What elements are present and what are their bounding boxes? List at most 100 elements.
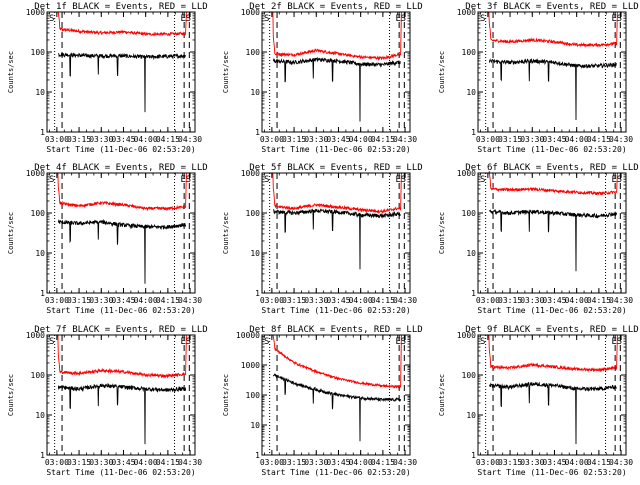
y-tick-label: 1	[471, 451, 476, 460]
x-tick-label: 04:15	[587, 135, 611, 144]
x-tick-label: 04:00	[565, 296, 589, 305]
end-marker: E	[611, 14, 616, 24]
x-tick-label: 03:15	[282, 296, 306, 305]
panel-title: Det 3f BLACK = Events, RED = LLD	[465, 2, 638, 12]
x-axis-label: Start Time (11-Dec-06 02:53:20)	[477, 468, 626, 477]
start-marker-2: S	[186, 337, 191, 347]
x-tick-label: 03:00	[476, 135, 500, 144]
panel-det-4: Det 4f BLACK = Events, RED = LLD Counts/s…	[7, 163, 208, 315]
x-tick-label: 03:45	[326, 135, 350, 144]
x-tick-label: 04:15	[156, 296, 180, 305]
panel-det-9: Det 9f BLACK = Events, RED = LLD Counts/s…	[438, 325, 639, 477]
x-tick-label: 04:30	[393, 458, 417, 467]
end-marker: E	[180, 14, 185, 24]
x-tick-label: 03:15	[67, 296, 91, 305]
y-axis-label: Counts/sec	[438, 212, 446, 254]
end-marker: E	[611, 175, 616, 185]
x-tick-label: 03:45	[111, 135, 135, 144]
lld-series-line	[57, 334, 187, 379]
x-axis-label: Start Time (11-Dec-06 02:53:20)	[261, 468, 410, 477]
start-marker: S	[49, 14, 54, 24]
y-tick-label: 100	[246, 209, 261, 218]
panel-title: Det 7f BLACK = Events, RED = LLD	[34, 325, 207, 335]
x-tick-label: 04:30	[393, 135, 417, 144]
y-tick-label: 1000	[26, 331, 45, 340]
start-marker: S	[264, 14, 269, 24]
y-tick-label: 1000	[457, 169, 476, 178]
events-series-line	[273, 208, 401, 270]
lld-series-line	[488, 11, 618, 48]
y-tick-label: 10	[466, 88, 476, 97]
x-tick-label: 03:30	[520, 135, 544, 144]
x-tick-label: 04:30	[609, 458, 633, 467]
events-series-line	[488, 381, 618, 445]
start-marker: S	[480, 337, 485, 347]
plot-frame	[46, 11, 196, 133]
lld-series-line	[488, 171, 618, 196]
y-tick-label: 100	[31, 48, 46, 57]
lld-series-line	[488, 334, 618, 373]
start-marker-2: S	[401, 14, 406, 24]
x-tick-label: 03:00	[260, 135, 284, 144]
x-tick-label: 03:00	[260, 458, 284, 467]
x-tick-label: 03:15	[498, 296, 522, 305]
start-marker-2: S	[186, 14, 191, 24]
plot-frame	[261, 172, 411, 294]
panel-title: Det 2f BLACK = Events, RED = LLD	[249, 2, 422, 12]
x-tick-label: 04:15	[371, 135, 395, 144]
y-axis-label: Counts/sec	[7, 374, 15, 416]
lld-series-line	[57, 11, 187, 37]
x-tick-label: 03:45	[111, 458, 135, 467]
panel-title: Det 9f BLACK = Events, RED = LLD	[465, 325, 638, 335]
y-tick-label: 1	[255, 128, 260, 137]
x-axis-label: Start Time (11-Dec-06 02:53:20)	[46, 145, 195, 154]
y-tick-label: 100	[31, 371, 46, 380]
x-tick-label: 03:00	[476, 458, 500, 467]
y-tick-label: 1	[471, 128, 476, 137]
lld-series-line	[272, 334, 402, 389]
x-tick-label: 04:00	[565, 458, 589, 467]
lld-series-line	[272, 11, 402, 61]
panel-det-2: Det 2f BLACK = Events, RED = LLD Counts/s…	[222, 2, 423, 154]
x-axis-label: Start Time (11-Dec-06 02:53:20)	[261, 145, 410, 154]
panel-title: Det 1f BLACK = Events, RED = LLD	[34, 2, 207, 12]
x-tick-label: 03:00	[45, 458, 69, 467]
y-tick-label: 1000	[26, 8, 45, 17]
y-tick-label: 100	[462, 209, 477, 218]
end-marker: E	[611, 337, 616, 347]
start-marker-2: S	[401, 337, 406, 347]
x-tick-label: 03:30	[520, 458, 544, 467]
plot-frame	[477, 334, 627, 456]
panel-det-3: Det 3f BLACK = Events, RED = LLD Counts/s…	[438, 2, 639, 154]
x-tick-label: 03:15	[282, 458, 306, 467]
plot-frame	[477, 11, 627, 133]
y-tick-label: 10	[35, 411, 45, 420]
panel-det-6: Det 6f BLACK = Events, RED = LLD Counts/s…	[438, 163, 639, 315]
start-marker: S	[480, 14, 485, 24]
x-tick-label: 04:30	[609, 296, 633, 305]
y-axis-label: Counts/sec	[222, 212, 230, 254]
start-marker-2: S	[186, 175, 191, 185]
x-tick-label: 03:30	[89, 296, 113, 305]
y-axis-label: Counts/sec	[7, 51, 15, 93]
end-marker: E	[395, 175, 400, 185]
y-axis-label: Counts/sec	[438, 374, 446, 416]
y-tick-label: 1000	[241, 8, 260, 17]
start-marker-2: S	[617, 14, 622, 24]
x-tick-label: 03:45	[326, 458, 350, 467]
x-tick-label: 03:15	[67, 458, 91, 467]
y-tick-label: 1000	[457, 8, 476, 17]
x-tick-label: 03:15	[498, 458, 522, 467]
events-series-line	[272, 56, 401, 122]
y-tick-label: 1000	[241, 169, 260, 178]
x-tick-label: 03:15	[498, 135, 522, 144]
plot-frame	[46, 334, 196, 456]
y-tick-label: 1000	[241, 361, 260, 370]
y-axis-label: Counts/sec	[222, 51, 230, 93]
panel-title: Det 6f BLACK = Events, RED = LLD	[465, 163, 638, 173]
x-tick-label: 04:30	[609, 135, 633, 144]
x-tick-label: 04:30	[178, 135, 202, 144]
plot-frame	[46, 172, 196, 294]
panel-det-8: Det 8f BLACK = Events, RED = LLD Counts/s…	[222, 325, 423, 477]
